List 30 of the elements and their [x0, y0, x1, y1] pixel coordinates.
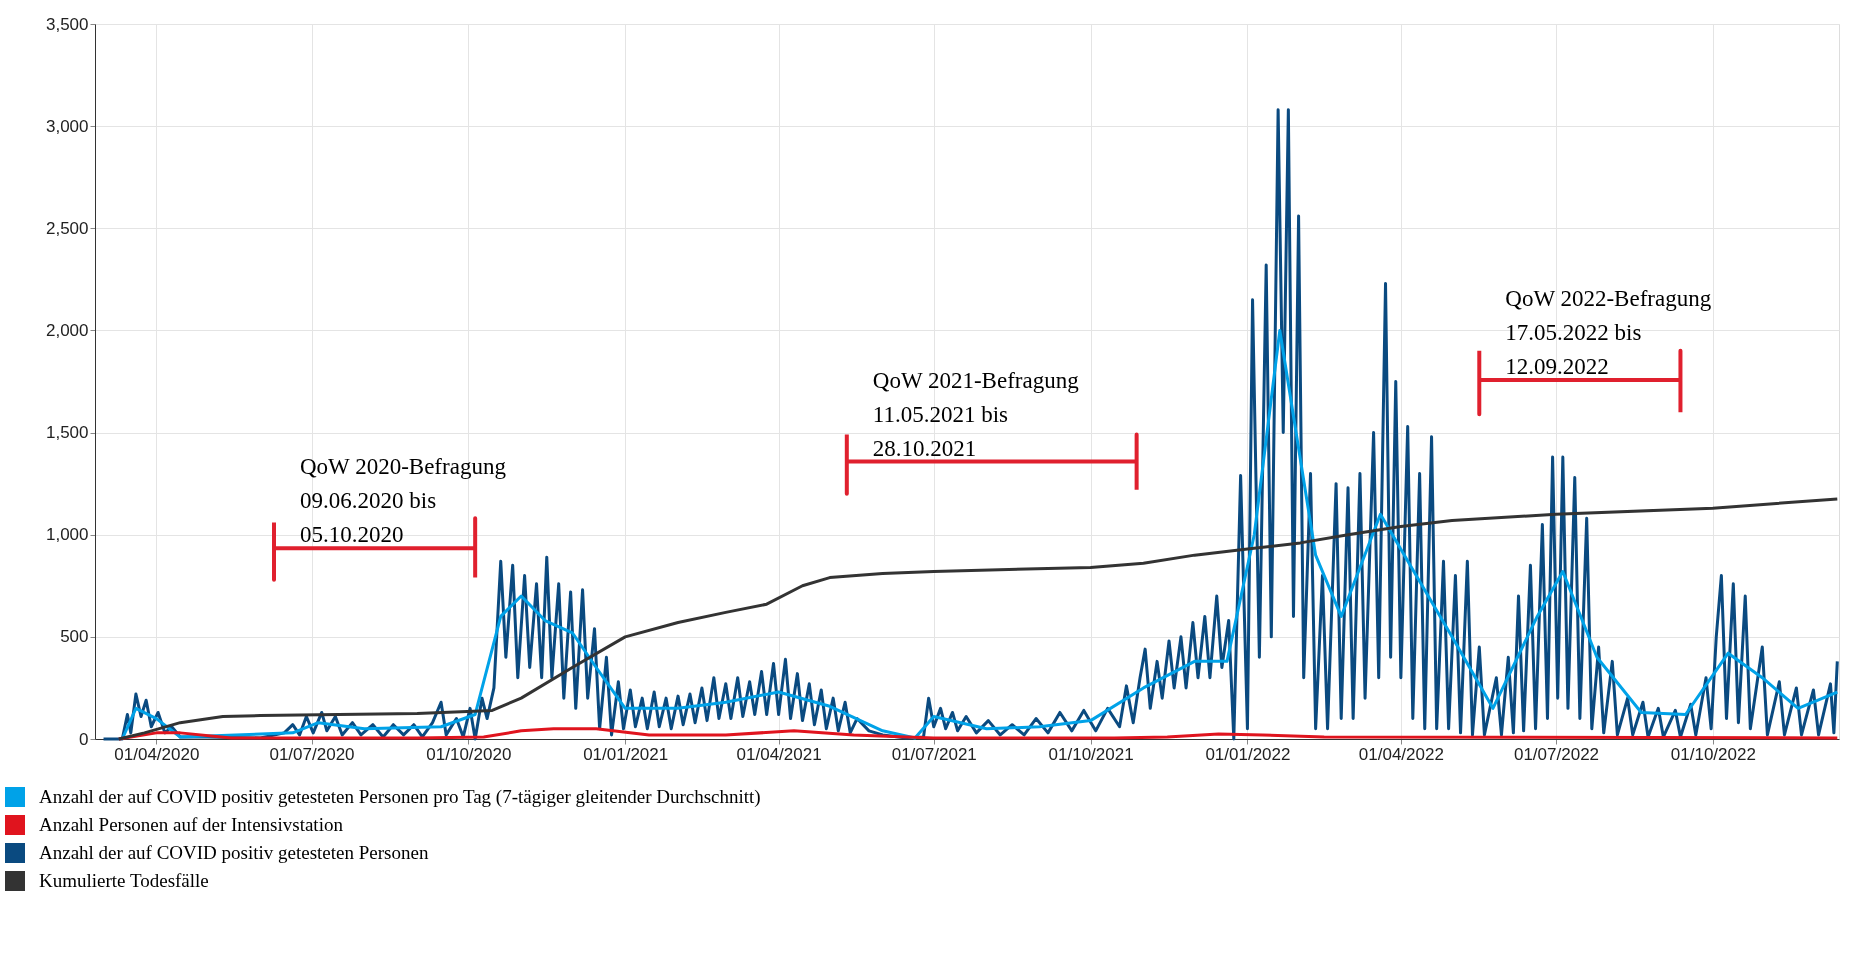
- x-tick-label: 01/10/2020: [426, 744, 512, 764]
- annotation: QoW 2020-Befragung 09.06.2020 bis 05.10.2020: [300, 454, 507, 548]
- x-tick-label: 01/10/2022: [1670, 744, 1756, 764]
- y-tick-label: 3,500: [45, 14, 89, 34]
- y-tick-label: 3,000: [45, 116, 89, 136]
- line-series: [272, 516, 478, 582]
- x-tick-label: 01/04/2022: [1358, 744, 1444, 764]
- line-series: [1477, 348, 1683, 417]
- x-tick-label: 01/04/2020: [114, 744, 200, 764]
- x-tick-label: 01/10/2021: [1048, 744, 1134, 764]
- annotation: QoW 2022-Befragung 17.05.2022 bis 12.09.2022: [1505, 286, 1712, 380]
- y-tick-label: 0: [79, 729, 89, 749]
- x-tick-label: 01/07/2021: [891, 744, 977, 764]
- x-tick-label: 01/07/2022: [1513, 744, 1600, 764]
- legend-label: Anzahl Personen auf der Intensivstation: [39, 814, 344, 835]
- y-tick-label: 500: [60, 627, 89, 647]
- y-tick-label: 1,000: [45, 525, 89, 545]
- x-tick-label: 01/01/2021: [583, 744, 669, 764]
- x-tick-label: 01/07/2020: [269, 744, 355, 764]
- x-tick-label: 01/04/2021: [736, 744, 822, 764]
- y-tick-label: 2,500: [45, 218, 89, 238]
- legend-label: Kumulierte Todesfälle: [39, 870, 209, 891]
- legend-label: Anzahl der auf COVID positiv getesteten Personen pro Tag (7-tägiger gleitender Durchschnitt): [39, 786, 761, 808]
- x-tick-label: 01/01/2022: [1205, 744, 1291, 764]
- y-tick-label: 1,500: [45, 423, 89, 443]
- line-series: [844, 432, 1139, 496]
- annotation: QoW 2021-Befragung 11.05.2021 bis 28.10.2021: [872, 367, 1080, 461]
- line-series: [102, 108, 1839, 741]
- y-tick-label: 2,000: [45, 320, 89, 340]
- legend-label: Anzahl der auf COVID positiv getesteten Personen: [39, 842, 429, 863]
